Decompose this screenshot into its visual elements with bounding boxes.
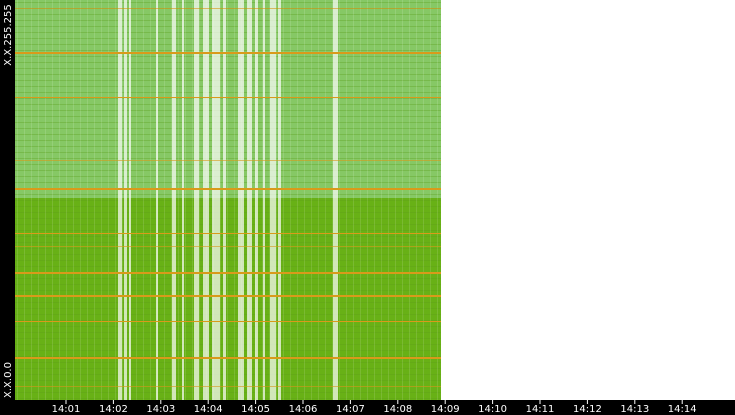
x-tick-label: 14:10 (478, 404, 507, 415)
x-tick-label: 14:13 (620, 404, 649, 415)
x-tick-label: 14:08 (383, 404, 412, 415)
y-label-bottom: X.X.0.0 (3, 362, 14, 398)
x-axis: 14:01 14:02 14:03 14:04 14:05 14:06 14:07 14:08… (52, 400, 697, 415)
column-texture (15, 0, 441, 400)
x-tick-label: 14:09 (431, 404, 460, 415)
x-axis-bar (0, 400, 735, 415)
x-tick-label: 14:06 (289, 404, 318, 415)
x-tick-label: 14:11 (526, 404, 555, 415)
x-tick-label: 14:14 (668, 404, 697, 415)
x-tick-label: 14:03 (146, 404, 175, 415)
y-axis-bar (0, 0, 15, 415)
y-label-top: X.X.255.255 (3, 4, 14, 65)
x-tick-label: 14:04 (194, 404, 223, 415)
x-tick-label: 14:05 (241, 404, 270, 415)
heatmap (15, 0, 441, 400)
x-tick-label: 14:07 (336, 404, 365, 415)
x-tick-label: 14:01 (52, 404, 81, 415)
x-tick-label: 14:12 (573, 404, 602, 415)
x-tick-label: 14:02 (99, 404, 128, 415)
bright-columns (118, 0, 338, 400)
bright-rows (15, 8, 441, 387)
